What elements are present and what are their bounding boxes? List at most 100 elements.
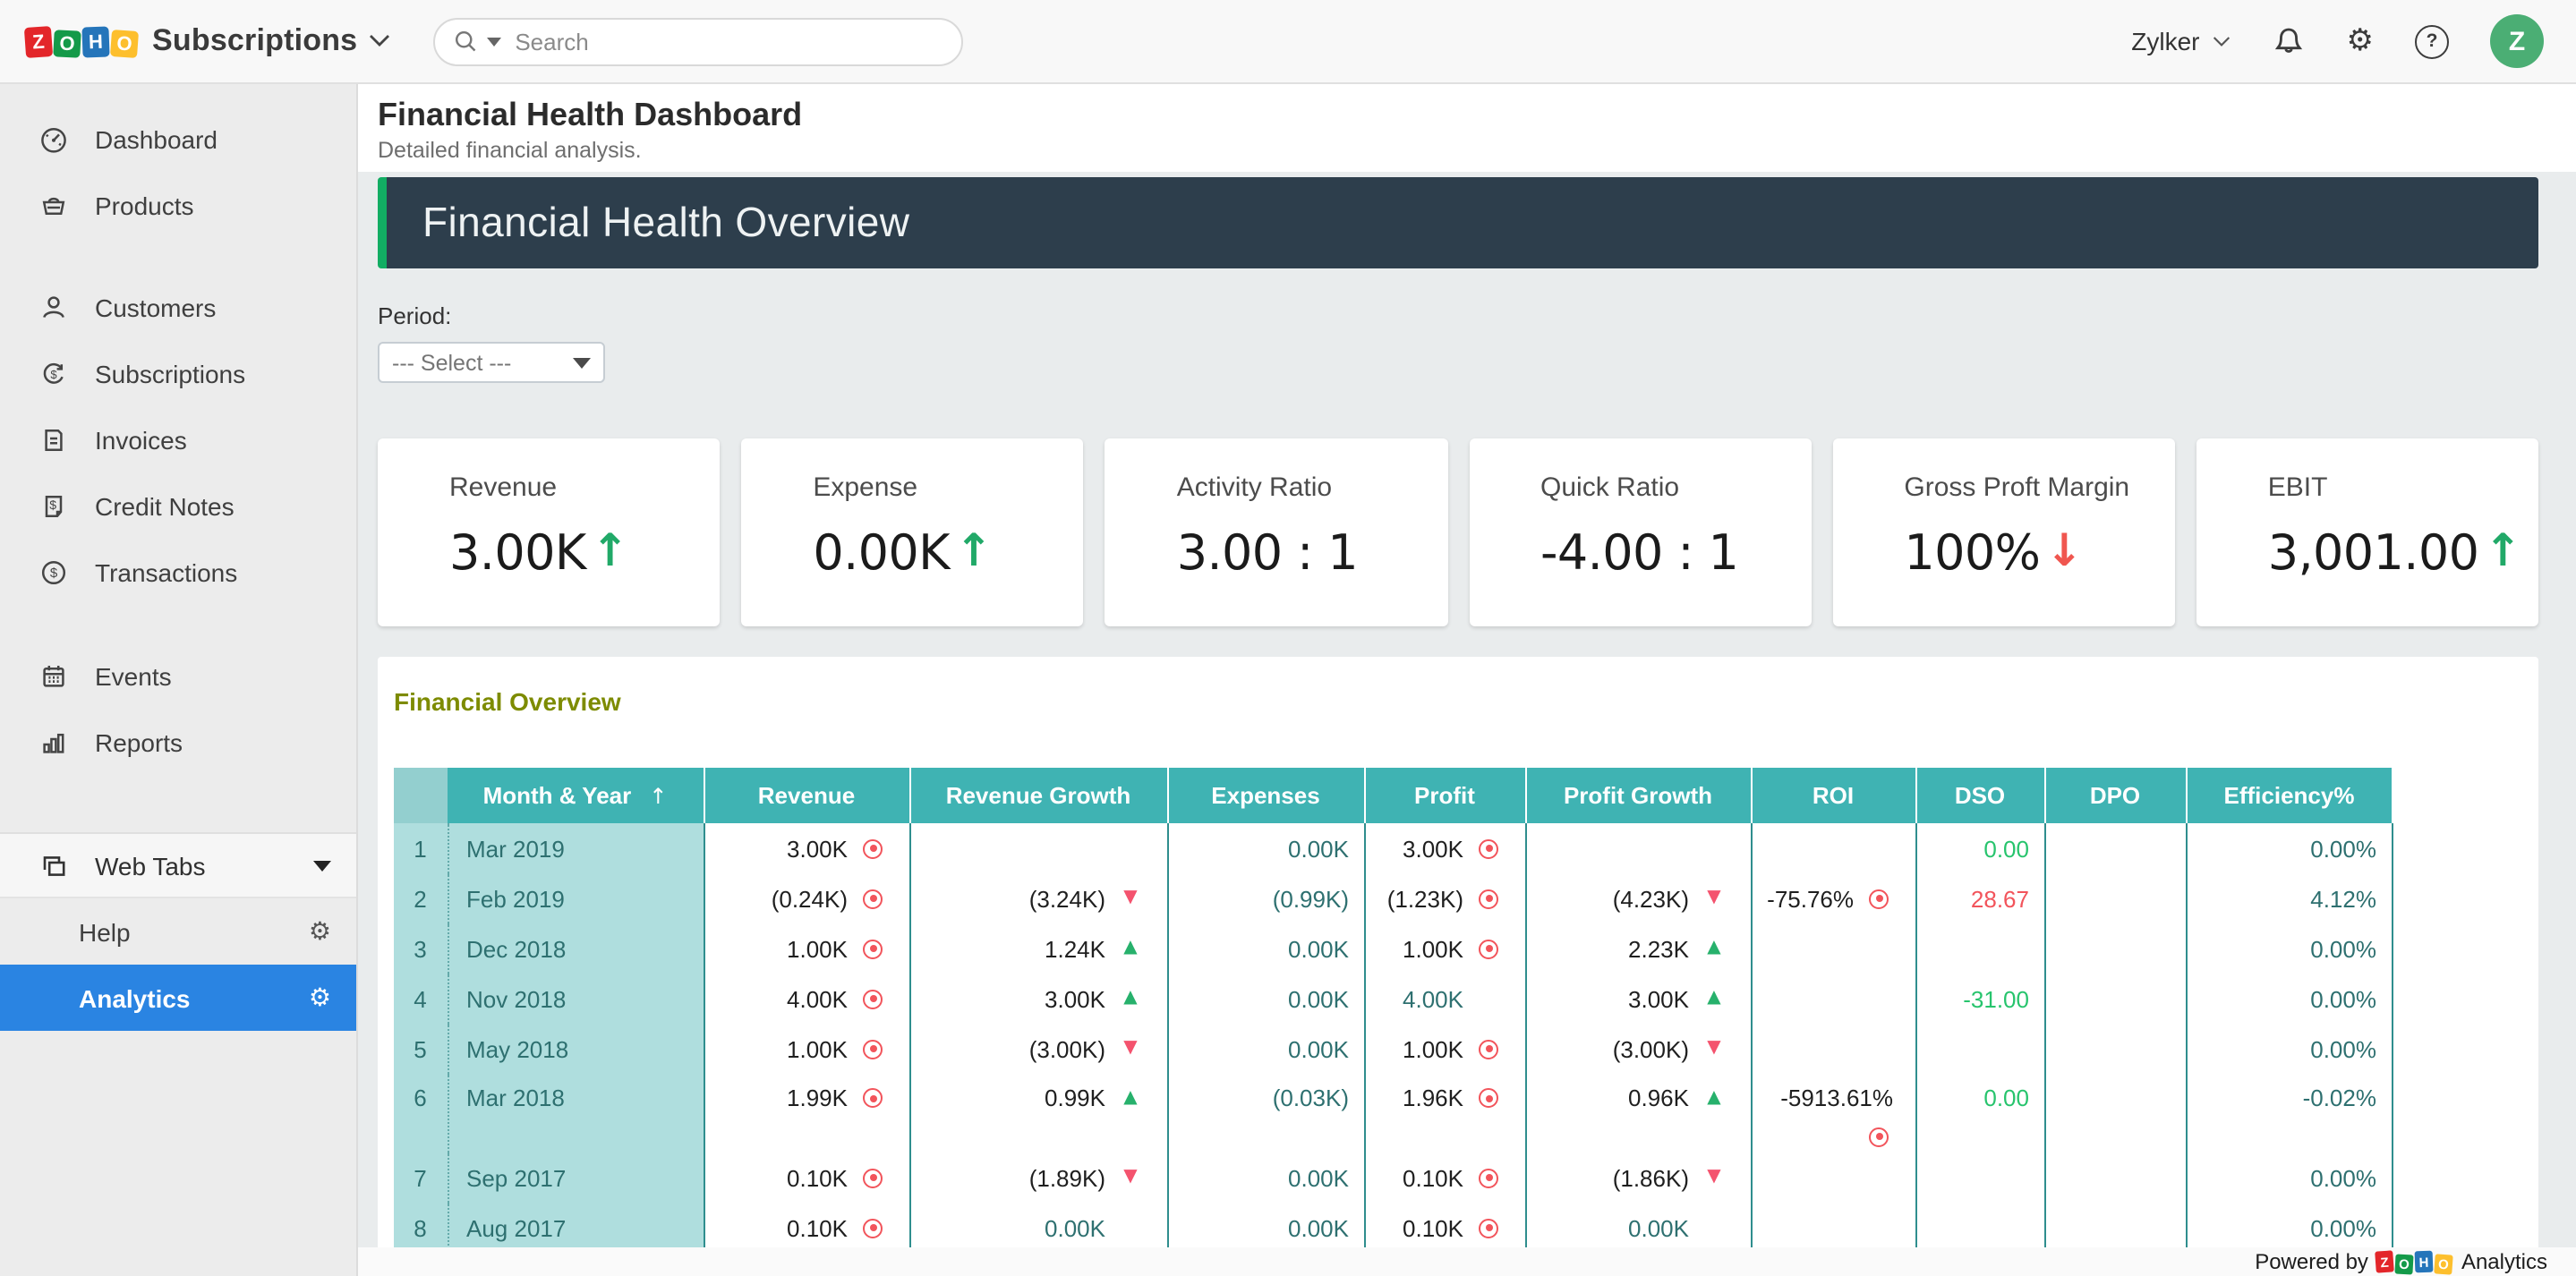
cell-profit-growth: 3.00K ▲ <box>1525 974 1752 1024</box>
cell-expenses: 0.00K <box>1167 1153 1365 1203</box>
sidebar-item-invoices[interactable]: Invoices <box>0 406 356 472</box>
target-indicator-icon <box>1479 1039 1498 1059</box>
period-filter: Period: --- Select --- <box>378 302 2538 383</box>
column-header-efficiency-[interactable]: Efficiency% <box>2186 768 2392 823</box>
search-bar[interactable] <box>432 17 963 65</box>
indicator-slot: ▲ <box>1700 1088 1728 1107</box>
gear-icon[interactable]: ⚙ <box>308 917 331 946</box>
credit-notes-icon: $ <box>39 491 68 520</box>
row-number: 5 <box>394 1024 448 1074</box>
cell-value: 0.00 <box>1983 1085 2029 1111</box>
column-header-roi[interactable]: ROI <box>1751 768 1916 823</box>
search-scope-caret-icon[interactable] <box>486 37 501 46</box>
table-header-row: Month & Year ↑ Revenue Revenue Growth Expens… <box>394 768 2392 823</box>
column-header-profit[interactable]: Profit <box>1364 768 1526 823</box>
cell-revenue-growth: (3.00K) ▼ <box>909 1024 1168 1074</box>
column-header-dso[interactable]: DSO <box>1915 768 2045 823</box>
column-header-profit-growth[interactable]: Profit Growth <box>1525 768 1752 823</box>
cell-value: 0.96K <box>1628 1085 1689 1111</box>
cell-profit-growth: (4.23K) ▼ <box>1525 873 1752 923</box>
kpi-label: Revenue <box>449 472 558 503</box>
indicator-slot <box>858 838 887 858</box>
column-header-revenue-growth[interactable]: Revenue Growth <box>909 768 1168 823</box>
sidebar-item-analytics[interactable]: Analytics ⚙ <box>0 965 356 1031</box>
cell-value: 0.00K <box>1628 1214 1689 1241</box>
cell-dpo <box>2044 1024 2187 1074</box>
cell-revenue-growth: 0.99K ▲ <box>909 1074 1168 1153</box>
cell-revenue-growth: 1.24K ▲ <box>909 923 1168 974</box>
cell-dso: 0.00 <box>1915 1074 2045 1153</box>
sidebar-item-reports[interactable]: Reports <box>0 709 356 775</box>
sidebar-item-credit-notes[interactable]: $ Credit Notes <box>0 472 356 539</box>
org-switcher[interactable]: Zylker <box>2131 27 2230 55</box>
avatar[interactable]: Z <box>2490 14 2544 68</box>
svg-text:$: $ <box>50 367 57 380</box>
sidebar-item-label: Credit Notes <box>95 491 235 520</box>
row-number: 7 <box>394 1153 448 1203</box>
customers-icon <box>39 293 68 321</box>
kpi-value: 3.00 : 1 <box>1176 526 1359 582</box>
products-icon <box>39 191 68 219</box>
page-header: Financial Health Dashboard Detailed fina… <box>358 84 2576 172</box>
cell-value: 0.00% <box>2310 835 2376 862</box>
caret-down-icon[interactable] <box>313 860 331 871</box>
sidebar-item-web-tabs[interactable]: Web Tabs <box>0 832 356 898</box>
cell-efficiency: 0.00% <box>2186 1024 2393 1074</box>
column-header-month-year[interactable]: Month & Year ↑ <box>448 768 704 823</box>
help-icon[interactable]: ? <box>2415 24 2449 58</box>
page-title: Financial Health Dashboard <box>378 97 803 132</box>
sidebar-item-events[interactable]: Events <box>0 642 356 709</box>
zoho-tile-h: H <box>81 25 110 57</box>
table-row: 2 Feb 2019 (0.24K) (3.24K) ▼ (0.99K) (1.23K) (4… <box>394 873 2393 923</box>
sidebar-item-help[interactable]: Help ⚙ <box>0 898 356 965</box>
column-header-dpo[interactable]: DPO <box>2044 768 2187 823</box>
period-select[interactable]: --- Select --- <box>378 342 605 383</box>
cell-value: -5913.61% <box>1780 1085 1893 1111</box>
cell-value: (3.00K) <box>1612 1035 1689 1062</box>
overview-banner: Financial Health Overview <box>378 177 2538 268</box>
sidebar-item-subscriptions[interactable]: $ Subscriptions <box>0 340 356 406</box>
zoho-tile-o: O <box>53 29 81 57</box>
table-row: 1 Mar 2019 3.00K 0.00K 3.00K 0.00 0.00% <box>394 823 2393 873</box>
kpi-label: Quick Ratio <box>1540 472 1680 503</box>
sidebar-item-label: Dashboard <box>95 124 218 153</box>
cell-efficiency: 0.00% <box>2186 1203 2393 1247</box>
indicator-slot: ▼ <box>1116 1039 1145 1058</box>
sidebar-item-customers[interactable]: Customers <box>0 274 356 340</box>
search-input[interactable] <box>511 26 877 56</box>
trend-down-icon: ▼ <box>1707 1038 1721 1058</box>
indicator-slot: ▼ <box>1700 889 1728 907</box>
cell-value: (0.99K) <box>1272 885 1349 912</box>
cell-revenue: 1.00K <box>704 923 910 974</box>
sidebar-item-label: Subscriptions <box>95 359 246 387</box>
target-indicator-icon <box>1479 889 1498 908</box>
table-row: 8 Aug 2017 0.10K 0.00K 0.00K 0.10K 0.00K 0.00% <box>394 1203 2393 1247</box>
sidebar-item-products[interactable]: Products <box>0 172 356 238</box>
svg-text:$: $ <box>50 565 58 580</box>
column-header-label: Month & Year <box>482 782 632 809</box>
product-name: Subscriptions <box>152 23 358 57</box>
sort-ascending-icon[interactable]: ↑ <box>649 784 668 809</box>
target-indicator-icon <box>1479 838 1498 858</box>
gear-icon[interactable]: ⚙ <box>2346 22 2375 58</box>
cell-value: (1.23K) <box>1386 885 1463 912</box>
column-header-revenue[interactable]: Revenue <box>704 768 910 823</box>
indicator-slot <box>858 1168 887 1187</box>
gear-icon[interactable]: ⚙ <box>308 983 331 1012</box>
sidebar-item-dashboard[interactable]: Dashboard <box>0 106 356 172</box>
column-header-label: Profit <box>1414 782 1475 809</box>
bell-icon[interactable] <box>2272 24 2306 58</box>
sidebar-item-label: Invoices <box>95 425 187 454</box>
chevron-down-icon[interactable] <box>368 34 389 48</box>
cell-profit-growth: 0.00K <box>1525 1203 1752 1247</box>
sidebar-item-transactions[interactable]: $ Transactions <box>0 539 356 605</box>
search-icon <box>455 30 475 52</box>
cell-dso <box>1915 1153 2045 1203</box>
column-header-expenses[interactable]: Expenses <box>1167 768 1365 823</box>
kpi-value-row: 0.00K ↑ <box>813 526 1083 582</box>
cell-revenue-growth: 0.00K <box>909 1203 1168 1247</box>
cell-value: 1.96K <box>1403 1085 1463 1111</box>
cell-profit: 0.10K <box>1364 1203 1526 1247</box>
